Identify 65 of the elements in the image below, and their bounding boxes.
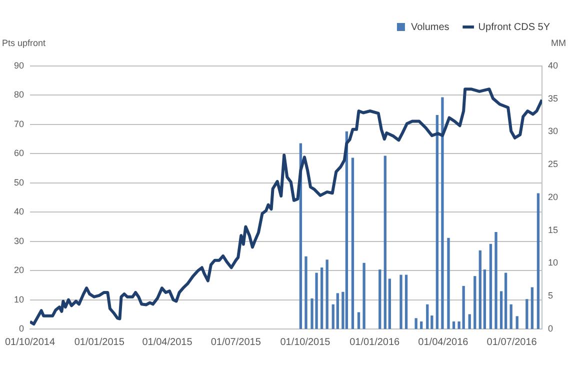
legend-label: Upfront CDS 5Y	[478, 22, 550, 33]
y2-tick-label: 25	[548, 159, 558, 170]
bar	[441, 97, 444, 329]
bar	[504, 272, 508, 329]
bar	[378, 269, 382, 329]
x-tick-label: 01/07/2016	[486, 336, 538, 348]
x-tick-label: 01/01/2016	[350, 336, 400, 348]
bar	[536, 193, 540, 329]
x-tick-label: 01/10/2015	[280, 336, 331, 348]
bar	[332, 304, 334, 329]
y2-tick-label: 35	[548, 93, 558, 104]
bar	[489, 244, 492, 329]
bar	[447, 238, 450, 329]
bar	[304, 256, 308, 329]
bar	[320, 268, 324, 329]
bar	[452, 321, 456, 329]
y-tick-label: 80	[14, 90, 24, 100]
y-tick-label: 20	[14, 265, 24, 276]
bar	[494, 232, 498, 329]
y-tick-label: 50	[14, 177, 24, 188]
y-tick-label: 10	[14, 294, 24, 304]
y2-tick-label: 20	[548, 192, 558, 202]
bar	[414, 318, 418, 329]
bar	[404, 274, 408, 329]
bar	[351, 158, 354, 329]
bar	[478, 250, 482, 329]
bar	[326, 260, 328, 329]
y2-tick-label: 5	[548, 290, 554, 301]
bar	[468, 314, 471, 329]
bar	[530, 287, 534, 329]
y2-tick-label: 10	[548, 258, 558, 268]
y-tick-label: 30	[14, 236, 24, 246]
y2-tick-label: 15	[548, 224, 558, 235]
x-tick-label: 01/04/2015	[142, 336, 193, 348]
y-tick-label: 40	[14, 206, 24, 217]
y-tick-label: 60	[14, 148, 24, 158]
bar	[516, 316, 518, 329]
y2-tick-label: 30	[548, 126, 558, 136]
y-tick-label: 70	[14, 118, 24, 129]
bar	[420, 321, 423, 329]
bar	[388, 278, 392, 329]
x-tick-label: 01/01/2015	[74, 336, 125, 348]
bar	[362, 262, 366, 329]
x-tick-label: 01/10/2014	[4, 336, 56, 348]
y-tick-label: 0	[18, 323, 24, 334]
y2-tick-label: 0	[548, 323, 554, 334]
bar	[357, 312, 360, 329]
y-tick-label: 90	[14, 60, 24, 70]
bar	[436, 114, 439, 329]
bar	[426, 304, 429, 329]
y2-tick-label: 40	[548, 60, 558, 70]
y-axis-title: Pts upfront	[2, 38, 46, 48]
bar	[510, 304, 512, 329]
bar	[430, 316, 434, 329]
bar	[500, 291, 503, 329]
x-tick-label: 01/04/2016	[418, 336, 469, 348]
bar	[400, 274, 402, 329]
bar	[384, 156, 386, 329]
x-tick-label: 01/07/2015	[210, 336, 262, 348]
bar	[336, 293, 339, 329]
y2-axis-title: MM	[551, 38, 566, 48]
bar	[483, 269, 486, 329]
legend-label: Volumes	[410, 22, 450, 33]
bar	[474, 276, 476, 329]
bar	[526, 299, 528, 329]
